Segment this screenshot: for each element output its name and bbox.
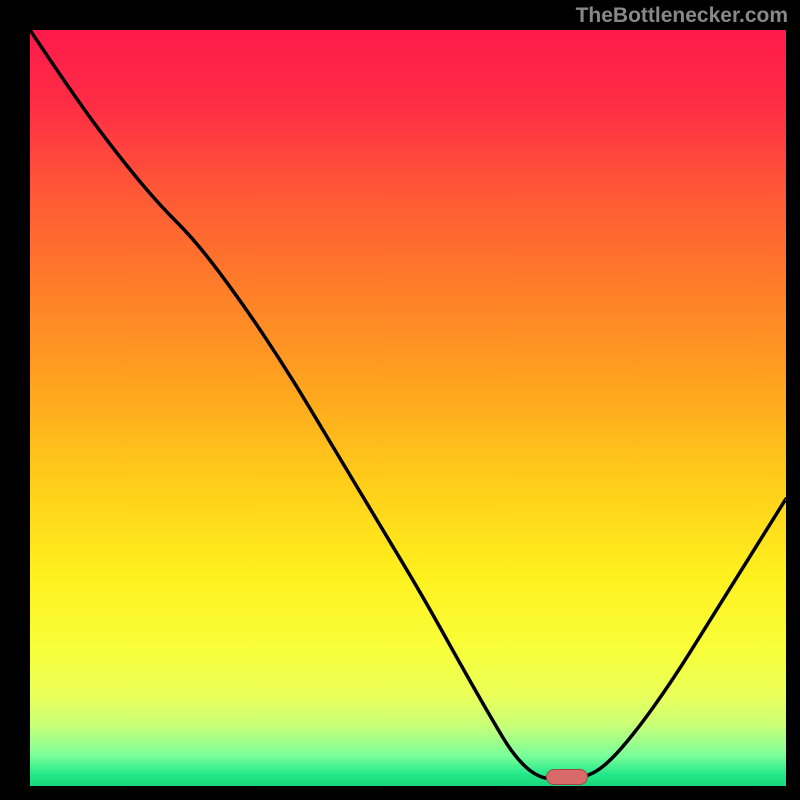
chart-container: TheBottlenecker.com bbox=[0, 0, 800, 800]
watermark-text: TheBottlenecker.com bbox=[576, 4, 788, 28]
curve-path bbox=[30, 30, 786, 779]
optimal-marker bbox=[546, 769, 588, 785]
plot-area bbox=[30, 30, 786, 786]
bottleneck-curve bbox=[30, 30, 786, 786]
